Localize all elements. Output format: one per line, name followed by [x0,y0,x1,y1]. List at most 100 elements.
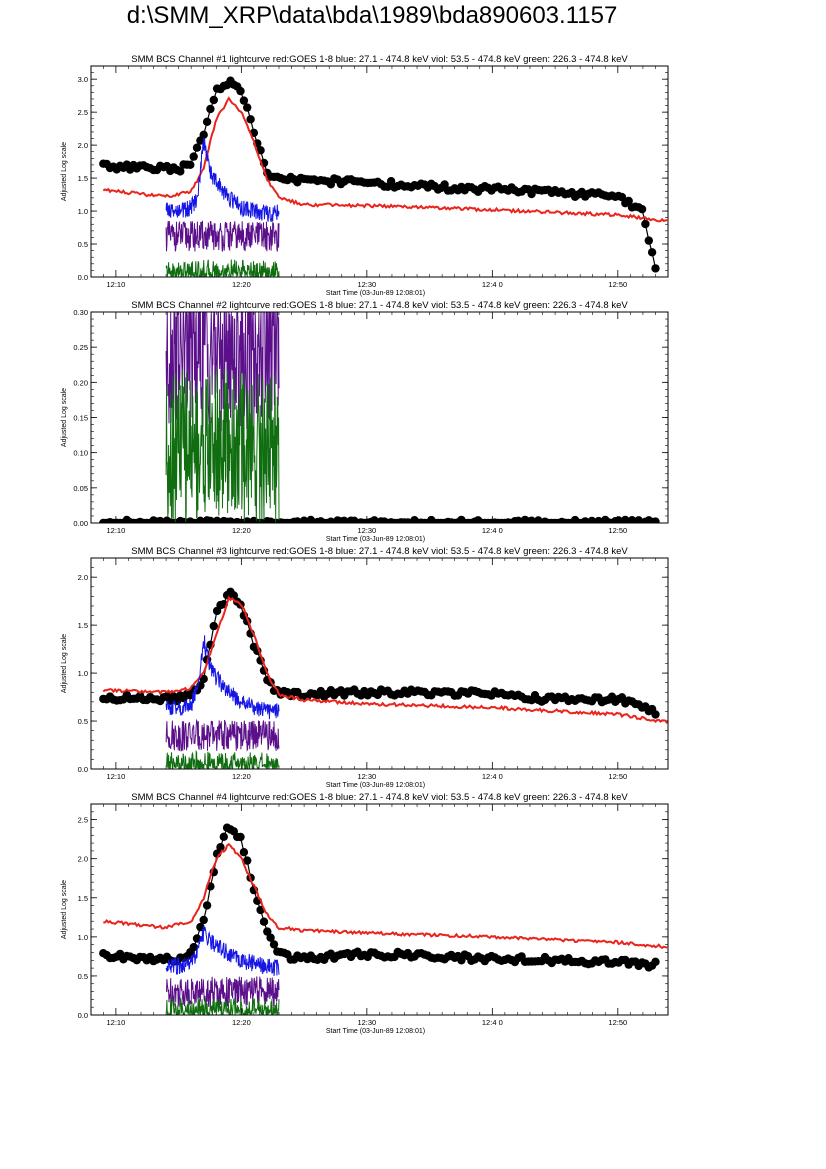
x-tick-label: 12:4 0 [482,772,503,781]
plot-area [99,312,660,523]
x-tick-label: 12:4 0 [482,1018,503,1027]
bcs-data-point [651,517,660,523]
y-tick-label: 2.5 [78,108,88,117]
bcs-data-point [651,710,660,719]
bcs-data-point [206,104,215,114]
bcs-data-point [266,933,275,942]
blue-series-line [165,138,280,223]
x-tick-label: 12:50 [608,772,627,781]
bcs-data-point [651,957,660,966]
y-axis-label: Adjusted Log scale [61,142,68,201]
x-axis-label: Start Time (03-Jun-89 12:08:01) [326,290,425,297]
plot-area [99,587,668,769]
x-tick-label: 12:4 0 [482,280,503,289]
bcs-data-point [239,96,249,105]
x-tick-label: 12:30 [357,772,376,781]
y-tick-label: 0.5 [78,240,88,249]
plot-frame [90,557,669,770]
bcs-data-point [192,143,202,152]
y-axis-label: Adjusted Log scale [61,388,68,447]
x-axis-label: Start Time (03-Jun-89 12:08:01) [326,782,425,789]
bcs-data-point [216,843,225,852]
chart-panel-4: SMM BCS Channel #4 lightcurve red:GOES 1… [61,792,669,1035]
y-tick-label: 1.5 [78,894,88,903]
y-tick-label: 1.5 [78,174,88,183]
y-tick-label: 2.0 [78,573,88,582]
y-tick-label: 0.5 [78,972,88,981]
plot-frame [90,803,669,1016]
x-tick-label: 12:50 [608,1018,627,1027]
violet-series-line [165,312,280,432]
green-series-line [165,749,280,769]
bcs-data-point [243,103,252,112]
bcs-data-point [647,248,657,257]
y-tick-label: 0.0 [78,765,88,774]
bcs-data-point [246,115,255,124]
blue-series-line [165,635,280,720]
violet-series-line [165,976,280,1009]
x-tick-label: 12:4 0 [482,526,503,535]
violet-series-line [165,220,280,252]
bcs-data-point [256,146,265,155]
y-tick-label: 0.0 [78,273,88,282]
x-tick-label: 12:20 [232,280,251,289]
chart-title: SMM BCS Channel #4 lightcurve red:GOES 1… [131,792,628,803]
x-axis-label: Start Time (03-Jun-89 12:08:01) [326,536,425,543]
x-tick-label: 12:20 [232,526,251,535]
x-tick-label: 12:30 [357,280,376,289]
plot-frame [90,311,669,524]
bcs-data-point [243,856,252,865]
bcs-data-point [209,95,218,105]
bcs-data-point [186,160,195,169]
blue-series-line [165,925,280,976]
bcs-data-point [176,167,185,176]
green-series-line [165,259,280,277]
y-tick-label: 0.00 [73,519,88,528]
y-tick-label: 2.0 [78,855,88,864]
plot-area [99,823,668,1015]
chart-panel-1: SMM BCS Channel #1 lightcurve red:GOES 1… [61,54,669,297]
plot-area [99,76,668,277]
y-tick-label: 0.5 [78,717,88,726]
bcs-data-point [269,940,279,949]
y-tick-label: 1.0 [78,669,88,678]
bcs-data-point [239,848,249,857]
chart-title: SMM BCS Channel #1 lightcurve red:GOES 1… [131,54,628,65]
bcs-data-point [199,674,208,684]
y-tick-label: 1.0 [78,207,88,216]
bcs-data-point [440,180,449,189]
x-tick-label: 12:50 [608,280,627,289]
green-series-line [165,997,280,1015]
y-tick-label: 1.0 [78,933,88,942]
bcs-data-point [189,943,198,952]
y-tick-label: 0.15 [73,414,88,423]
y-tick-label: 3.0 [78,75,88,84]
bcs-data-point [236,832,245,842]
chart-title: SMM BCS Channel #2 lightcurve red:GOES 1… [131,300,628,311]
goes-series-line [102,595,668,724]
goes-series-line [102,96,668,223]
chart-panel-3: SMM BCS Channel #3 lightcurve red:GOES 1… [61,546,669,789]
y-axis-label: Adjusted Log scale [61,634,68,693]
bcs-data-point [199,915,208,925]
plot-frame [90,65,669,278]
bcs-data-point [644,236,653,245]
y-tick-label: 0.25 [73,343,88,352]
goes-series-line [103,842,668,950]
x-tick-label: 12:50 [608,526,627,535]
bcs-data-point [202,901,212,910]
bcs-data-point [189,152,198,161]
bcs-data-point [192,934,202,943]
x-tick-label: 12:30 [357,1018,376,1027]
x-axis-label: Start Time (03-Jun-89 12:08:01) [326,1028,425,1035]
bcs-data-point [209,621,218,631]
x-tick-label: 12:30 [357,526,376,535]
y-tick-label: 0.0 [78,1011,88,1020]
x-tick-label: 12:10 [106,1018,125,1027]
x-tick-label: 12:10 [106,280,125,289]
y-tick-label: 0.05 [73,484,88,493]
bcs-series-line [103,826,656,969]
bcs-data-point [199,130,208,139]
bcs-data-point [624,196,633,206]
